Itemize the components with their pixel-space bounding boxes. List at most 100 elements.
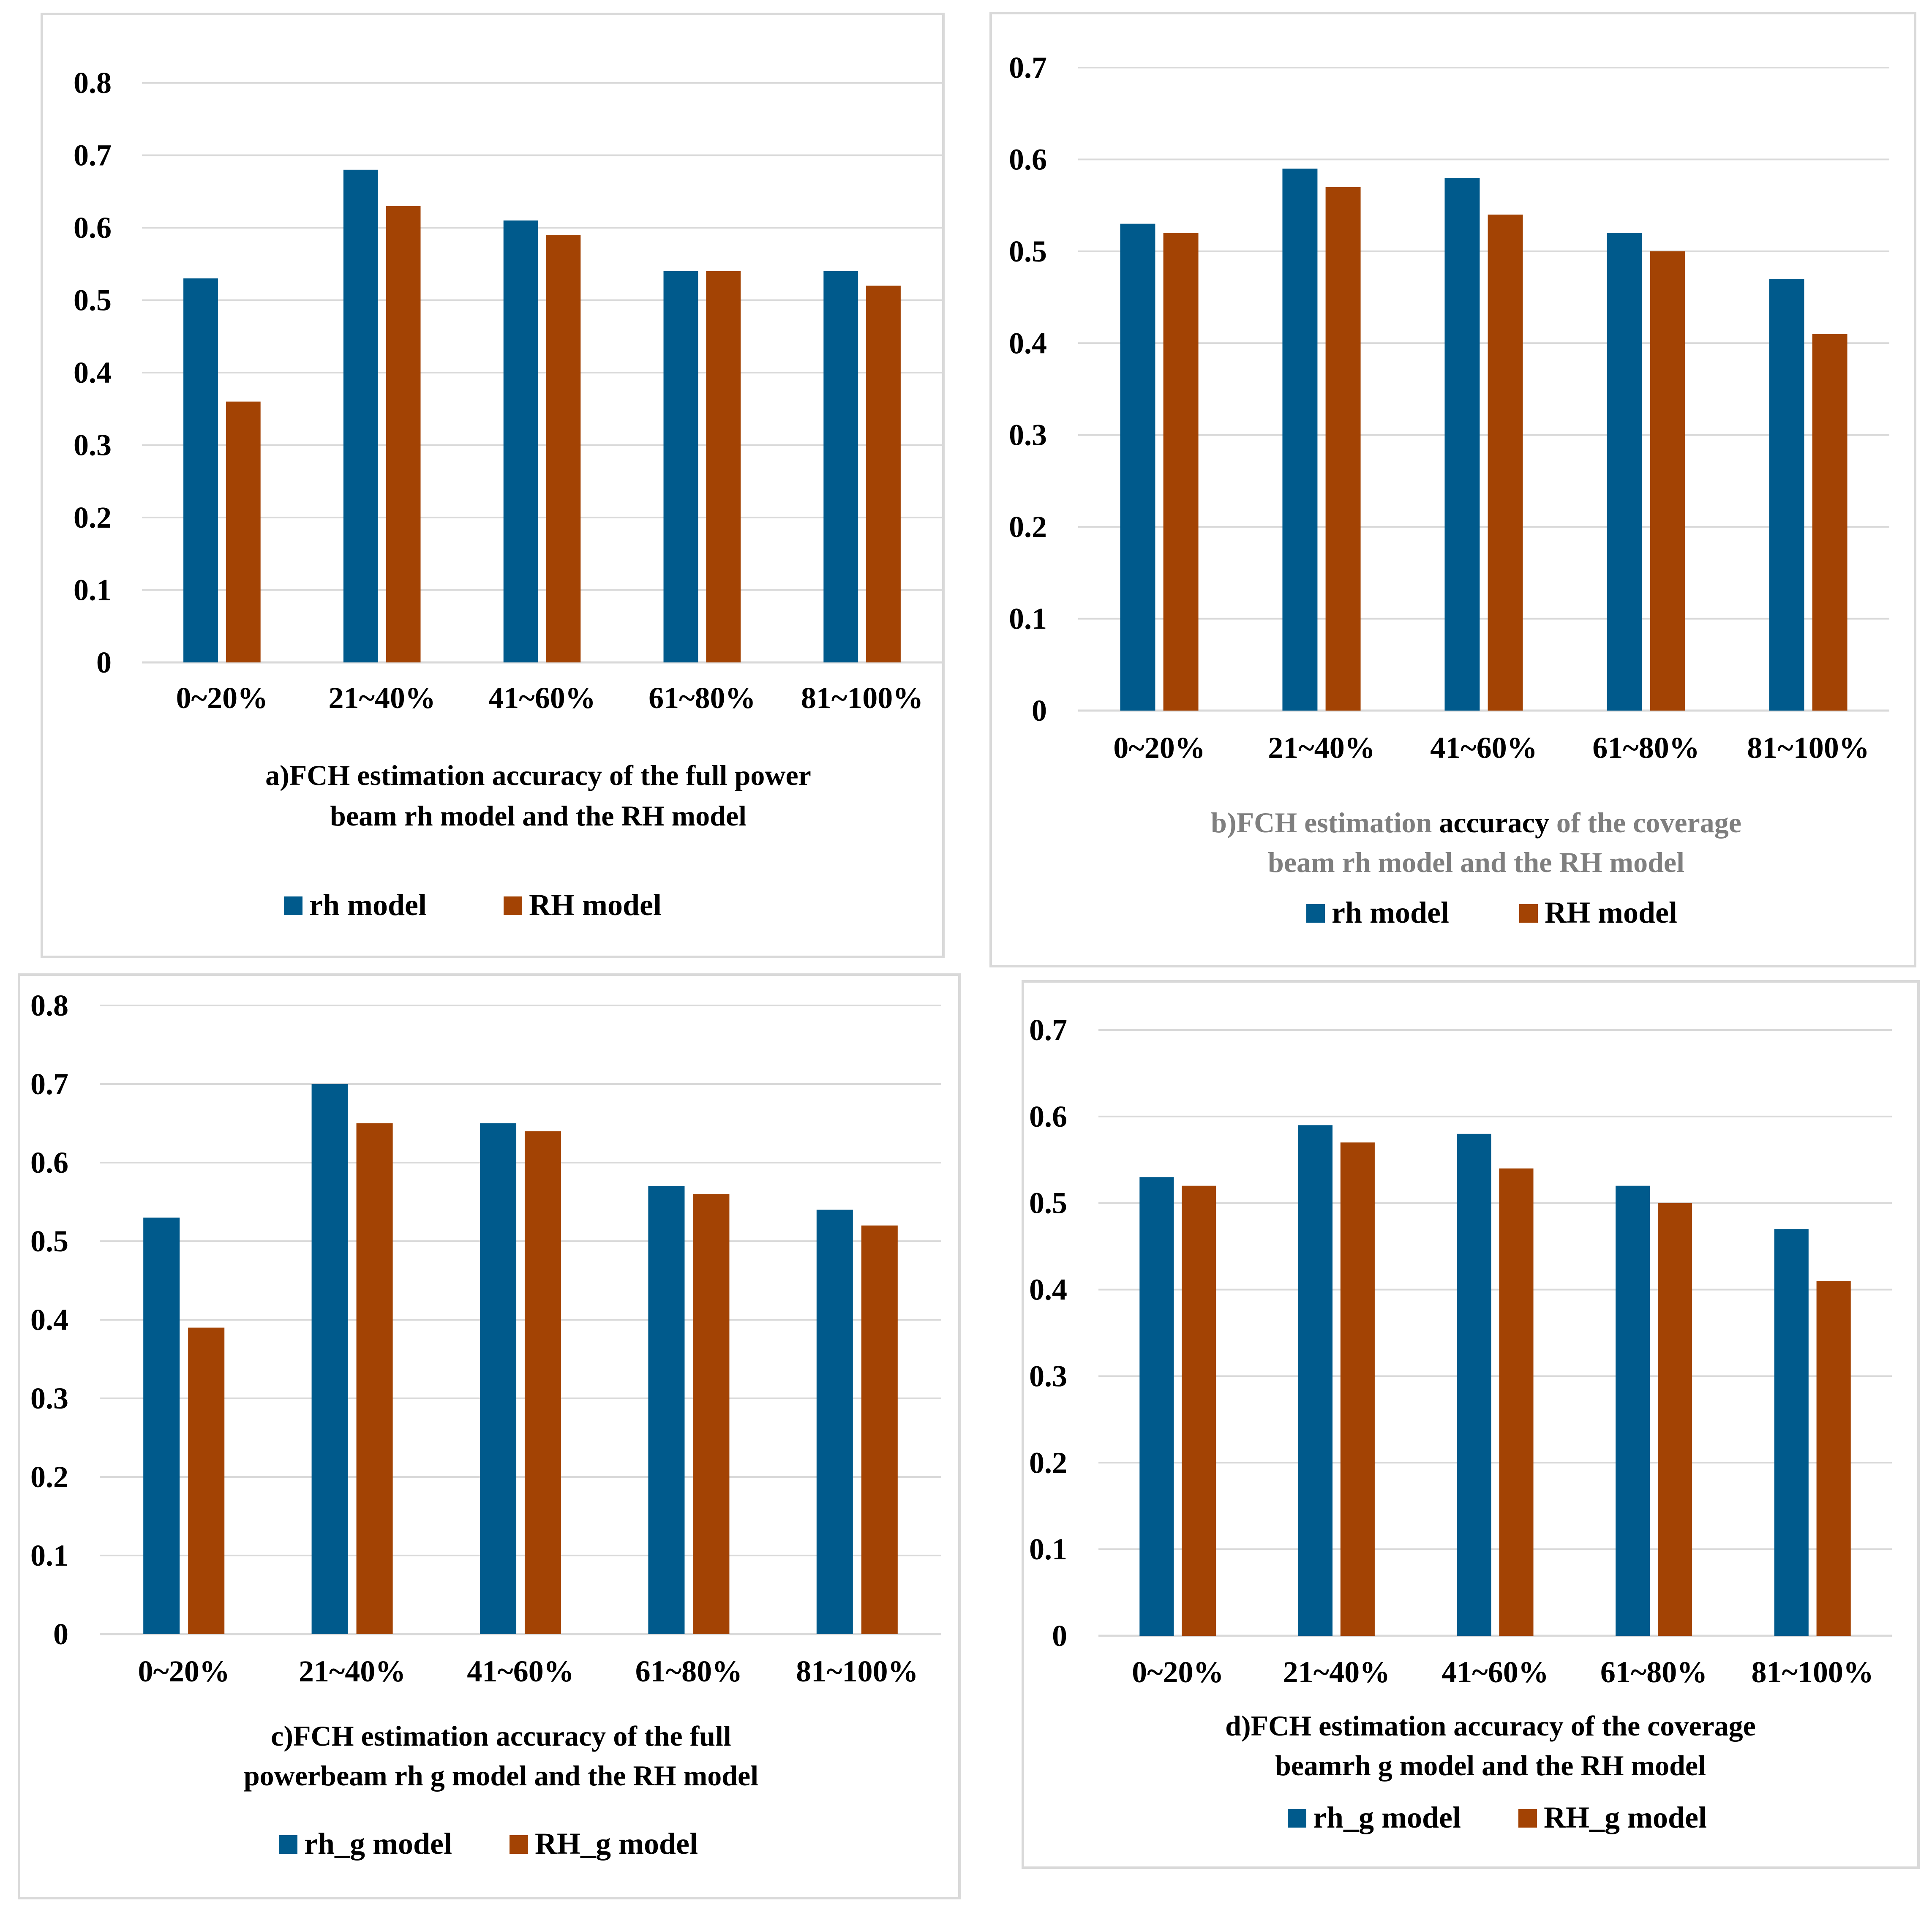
y-tick-label: 0.6 <box>30 1146 68 1180</box>
caption-line-1: b)FCH estimation accuracy of the coverag… <box>1211 806 1741 839</box>
x-tick-label: 61~80% <box>635 1654 742 1688</box>
x-tick-label: 81~100% <box>1751 1655 1873 1689</box>
bar-series-2 <box>1340 1142 1375 1636</box>
bar-series-1 <box>1139 1177 1174 1636</box>
legend: rh_g model RH_g model <box>279 1827 698 1861</box>
x-tick-label: 0~20% <box>138 1654 229 1688</box>
bar-series-2 <box>693 1194 730 1634</box>
legend: rh model RH model <box>284 888 662 922</box>
bar-series-1 <box>648 1186 685 1634</box>
bar-series-2 <box>524 1131 561 1634</box>
y-tick-label: 0.7 <box>1009 51 1047 84</box>
y-axis-ticks: 0 0.1 0.2 0.3 0.4 0.5 0.6 0.7 <box>1029 1013 1067 1653</box>
legend-label-series-1: rh_g model <box>1313 1801 1461 1834</box>
legend-swatch-series-2 <box>510 1835 528 1854</box>
y-tick-label: 0.6 <box>74 211 112 245</box>
y-tick-label: 0.4 <box>30 1303 68 1337</box>
caption-line-1: a)FCH estimation accuracy of the full po… <box>265 759 811 791</box>
caption-line-2: beam rh model and the RH model <box>1268 846 1684 878</box>
caption-part-3: of the coverage <box>1549 806 1741 839</box>
bar-series-1 <box>183 278 218 662</box>
caption: a)FCH estimation accuracy of the full po… <box>265 759 811 832</box>
y-tick-label: 0.3 <box>30 1381 68 1415</box>
legend-swatch-series-1 <box>1288 1809 1306 1828</box>
y-tick-label: 0 <box>1052 1619 1067 1653</box>
legend-label-series-1: rh model <box>309 888 427 922</box>
caption-line-1: c)FCH estimation accuracy of the full <box>271 1720 731 1752</box>
legend-swatch-series-2 <box>1519 904 1538 923</box>
legend-swatch-series-2 <box>1518 1809 1537 1828</box>
bars <box>143 1084 898 1634</box>
y-tick-label: 0.7 <box>1029 1013 1067 1047</box>
y-tick-label: 0.1 <box>1009 602 1047 636</box>
bar-series-1 <box>1120 223 1155 711</box>
bar-series-2 <box>861 1225 898 1634</box>
legend-label-series-2: RH model <box>1545 896 1677 929</box>
legend-label-series-2: RH model <box>529 888 662 922</box>
bar-series-2 <box>1650 251 1685 711</box>
x-axis-ticks: 0~20% 21~40% 41~60% 61~80% 81~100% <box>1113 731 1869 765</box>
bar-series-1 <box>1769 279 1804 711</box>
legend: rh model RH model <box>1306 896 1677 929</box>
caption: d)FCH estimation accuracy of the coverag… <box>1225 1710 1756 1782</box>
x-tick-label: 21~40% <box>299 1654 406 1688</box>
chart-panel-a: 0 0.1 0.2 0.3 0.4 0.5 0.6 0.7 0.8 0~20% 21~40% 41~… <box>41 13 945 958</box>
bar-series-1 <box>1607 233 1642 711</box>
x-tick-label: 81~100% <box>1747 731 1869 765</box>
legend-label-series-2: RH_g model <box>1544 1801 1707 1834</box>
legend-swatch-series-1 <box>279 1835 297 1854</box>
y-tick-label: 0.7 <box>74 139 112 172</box>
x-tick-label: 0~20% <box>176 681 268 715</box>
y-tick-label: 0.7 <box>30 1067 68 1101</box>
bar-series-1 <box>1444 177 1480 711</box>
y-tick-label: 0 <box>1032 694 1047 727</box>
x-tick-label: 41~60% <box>1442 1655 1548 1689</box>
x-tick-label: 61~80% <box>1592 731 1699 765</box>
y-tick-label: 0.2 <box>1009 510 1047 544</box>
bar-series-1 <box>1457 1133 1491 1636</box>
bar-series-1 <box>143 1218 180 1634</box>
bar-series-1 <box>480 1123 517 1634</box>
bar-series-1 <box>343 169 378 662</box>
bar-series-2 <box>866 286 901 662</box>
bars <box>183 169 901 662</box>
legend-label-series-2: RH_g model <box>535 1827 698 1861</box>
y-tick-label: 0 <box>53 1617 68 1651</box>
caption: c)FCH estimation accuracy of the full po… <box>244 1720 758 1792</box>
bar-series-2 <box>386 206 421 662</box>
bar-series-2 <box>188 1327 225 1634</box>
bar-series-2 <box>1816 1281 1851 1636</box>
y-tick-label: 0.1 <box>1029 1532 1067 1566</box>
x-tick-label: 61~80% <box>649 681 755 715</box>
y-tick-label: 0.1 <box>74 573 112 607</box>
x-axis-ticks: 0~20% 21~40% 41~60% 61~80% 81~100% <box>138 1654 918 1688</box>
bar-series-2 <box>356 1123 393 1634</box>
legend-swatch-series-2 <box>504 896 522 915</box>
bar-series-1 <box>311 1084 348 1634</box>
caption-line-2: beamrh g model and the RH model <box>1275 1749 1706 1782</box>
chart-b-svg: 0 0.1 0.2 0.3 0.4 0.5 0.6 0.7 0~20% 21~40% 41~60%… <box>1009 51 1889 929</box>
x-tick-label: 41~60% <box>467 1654 574 1688</box>
y-tick-label: 0.3 <box>1029 1359 1067 1393</box>
bar-series-2 <box>1325 187 1361 711</box>
caption-line-2: beam rh model and the RH model <box>330 800 747 832</box>
x-tick-label: 61~80% <box>1600 1655 1707 1689</box>
x-tick-label: 21~40% <box>1268 731 1375 765</box>
chart-d-svg: 0 0.1 0.2 0.3 0.4 0.5 0.6 0.7 0~20% 21~40% 41~60%… <box>1029 1013 1892 1834</box>
bar-series-1 <box>823 271 858 662</box>
y-tick-label: 0.5 <box>1009 234 1047 268</box>
bar-series-1 <box>816 1210 853 1634</box>
y-tick-label: 0 <box>96 646 112 679</box>
gridlines <box>1078 67 1889 712</box>
bar-series-2 <box>1657 1203 1692 1636</box>
y-tick-label: 0.4 <box>74 356 112 390</box>
x-tick-label: 81~100% <box>801 681 923 715</box>
y-tick-label: 0.2 <box>74 501 112 534</box>
y-axis-ticks: 0 0.1 0.2 0.3 0.4 0.5 0.6 0.7 0.8 <box>74 66 112 679</box>
caption-part-2: accuracy <box>1439 806 1549 839</box>
x-tick-label: 41~60% <box>488 681 595 715</box>
bar-series-1 <box>1298 1125 1333 1636</box>
bar-series-1 <box>1616 1185 1650 1636</box>
legend-swatch-series-1 <box>284 896 302 915</box>
y-tick-label: 0.8 <box>30 989 68 1022</box>
